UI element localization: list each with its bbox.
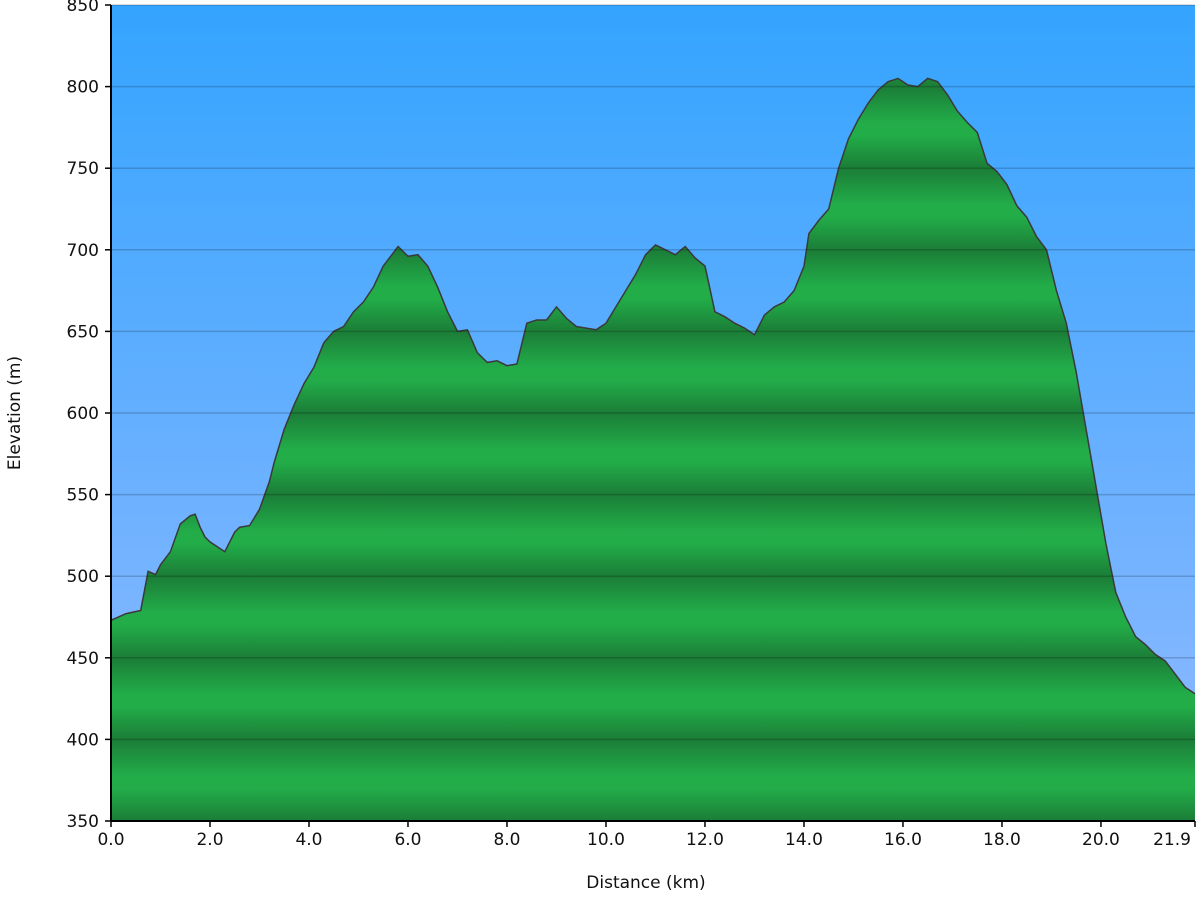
x-tick-label: 16.0 — [884, 830, 922, 850]
x-tick-label: 4.0 — [295, 830, 322, 850]
y-tick-label: 850 — [67, 0, 99, 16]
y-tick-label: 650 — [67, 322, 99, 342]
x-tick-label: 8.0 — [493, 830, 520, 850]
x-tick-label: 18.0 — [983, 830, 1021, 850]
elevation-line — [110, 77, 1196, 695]
x-tick-label: 14.0 — [785, 830, 823, 850]
x-tick-label: 6.0 — [394, 830, 421, 850]
x-axis-label: Distance (km) — [586, 873, 705, 893]
x-tick-label: 21.9 — [1153, 830, 1191, 850]
y-tick-label: 700 — [67, 241, 99, 261]
x-tick-label: 0.0 — [97, 830, 124, 850]
y-tick-label: 400 — [67, 730, 99, 750]
y-tick-label: 350 — [67, 812, 99, 832]
elevation-area — [111, 78, 1195, 821]
y-axis-label: Elevation (m) — [5, 356, 25, 470]
x-tick-label: 2.0 — [196, 830, 223, 850]
y-tick-label: 800 — [67, 78, 99, 98]
y-tick-label: 500 — [67, 567, 99, 587]
x-tick-label: 12.0 — [686, 830, 724, 850]
x-tick-label: 20.0 — [1082, 830, 1120, 850]
y-tick-label: 550 — [67, 486, 99, 506]
y-tick-label: 750 — [67, 159, 99, 179]
x-tick-label: 10.0 — [587, 830, 625, 850]
y-tick-label: 450 — [67, 649, 99, 669]
y-tick-label: 600 — [67, 404, 99, 424]
